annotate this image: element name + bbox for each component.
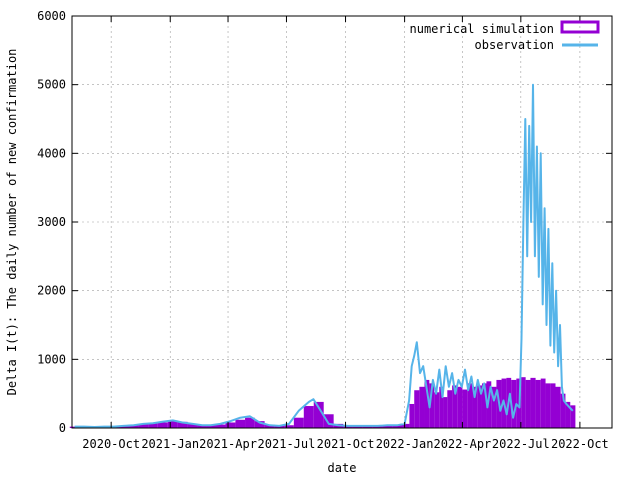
simulation-bar bbox=[274, 425, 285, 428]
x-tick-label: 2022-Apr bbox=[433, 437, 491, 451]
simulation-bar bbox=[293, 417, 304, 428]
simulation-bar bbox=[254, 421, 265, 428]
x-axis-label: date bbox=[328, 461, 357, 475]
y-tick-label: 4000 bbox=[37, 146, 66, 160]
simulation-bar bbox=[235, 419, 246, 428]
simulation-bar bbox=[128, 425, 139, 428]
y-tick-label: 1000 bbox=[37, 352, 66, 366]
simulation-bar bbox=[245, 417, 255, 428]
simulation-bar bbox=[197, 425, 207, 428]
simulation-bar bbox=[167, 420, 178, 428]
simulation-bar bbox=[382, 425, 393, 428]
simulation-bar bbox=[148, 423, 158, 428]
simulation-bar bbox=[434, 392, 440, 428]
simulation-bar bbox=[565, 401, 571, 428]
simulation-bar bbox=[525, 379, 531, 428]
simulation-bar bbox=[424, 379, 430, 428]
y-axis-label: Delta I(t): The daily number of new conf… bbox=[5, 49, 19, 396]
simulation-bar bbox=[511, 379, 517, 428]
grid bbox=[72, 16, 612, 428]
y-axis-ticks: 0 1000 2000 3000 4000 5000 6000 bbox=[37, 9, 612, 435]
simulation-bar bbox=[439, 386, 444, 428]
simulation-bar bbox=[486, 381, 492, 428]
x-tick-label: 2021-Oct bbox=[317, 437, 375, 451]
simulation-bar bbox=[69, 426, 80, 428]
simulation-bar bbox=[550, 383, 556, 428]
legend-label-observation: observation bbox=[475, 38, 554, 52]
simulation-bar bbox=[443, 397, 448, 428]
x-tick-label: 2020-Oct bbox=[82, 437, 140, 451]
simulation-bar bbox=[157, 422, 168, 428]
simulation-bar bbox=[118, 425, 129, 428]
simulation-bar bbox=[530, 377, 536, 428]
legend-swatch-simulation bbox=[560, 20, 600, 34]
simulation-bar bbox=[467, 383, 473, 428]
simulation-bar bbox=[481, 383, 487, 428]
y-tick-label: 0 bbox=[59, 421, 66, 435]
simulation-bar bbox=[138, 424, 149, 428]
simulation-bar bbox=[457, 386, 463, 428]
simulation-bar bbox=[372, 425, 383, 428]
simulation-bar bbox=[429, 383, 435, 428]
simulation-bar bbox=[560, 393, 566, 428]
observation-line-layer bbox=[74, 83, 574, 428]
x-tick-label: 2022-Jul bbox=[492, 437, 550, 451]
y-tick-label: 5000 bbox=[37, 78, 66, 92]
simulation-bar bbox=[177, 421, 188, 428]
simulation-bar bbox=[540, 378, 546, 428]
simulation-bar bbox=[303, 406, 314, 428]
simulation-bar bbox=[215, 424, 226, 428]
simulation-bar bbox=[402, 423, 410, 428]
x-tick-label: 2022-Jan bbox=[376, 437, 434, 451]
simulation-bar bbox=[187, 423, 198, 428]
x-tick-label: 2022-Oct bbox=[551, 437, 609, 451]
simulation-bar bbox=[477, 385, 482, 428]
simulation-bar bbox=[419, 386, 425, 428]
simulation-bar bbox=[555, 386, 561, 428]
y-tick-label: 3000 bbox=[37, 215, 66, 229]
x-axis-ticks: 2020-Oct 2021-Jan 2021-Apr 2021-Jul 2021-Oct… bbox=[82, 16, 609, 451]
simulation-bar bbox=[362, 425, 373, 428]
simulation-bar bbox=[414, 390, 420, 428]
simulation-bar bbox=[570, 405, 576, 428]
legend: numerical simulation observation bbox=[410, 20, 600, 52]
simulation-bar bbox=[409, 403, 415, 428]
simulation-bar bbox=[521, 377, 526, 428]
simulation-bar bbox=[284, 425, 294, 428]
simulation-bar bbox=[447, 390, 453, 428]
simulation-bar bbox=[313, 401, 324, 428]
simulation-bar bbox=[323, 414, 334, 428]
simulation-bar bbox=[462, 389, 468, 428]
simulation-bar bbox=[545, 383, 551, 428]
simulation-bar bbox=[452, 385, 458, 428]
x-tick-label: 2021-Jan bbox=[141, 437, 199, 451]
simulation-bar bbox=[472, 386, 478, 428]
y-tick-label: 2000 bbox=[37, 284, 66, 298]
simulation-bar bbox=[491, 386, 497, 428]
observation-line bbox=[74, 83, 574, 428]
simulation-bar bbox=[264, 424, 275, 428]
y-tick-label: 6000 bbox=[37, 9, 66, 23]
simulation-bar bbox=[225, 422, 236, 428]
simulation-bar bbox=[535, 379, 541, 428]
simulation-bar bbox=[206, 425, 216, 428]
x-tick-label: 2021-Jul bbox=[258, 437, 316, 451]
x-tick-label: 2021-Apr bbox=[199, 437, 257, 451]
legend-label-simulation: numerical simulation bbox=[410, 22, 555, 36]
simulation-bar bbox=[392, 425, 403, 428]
